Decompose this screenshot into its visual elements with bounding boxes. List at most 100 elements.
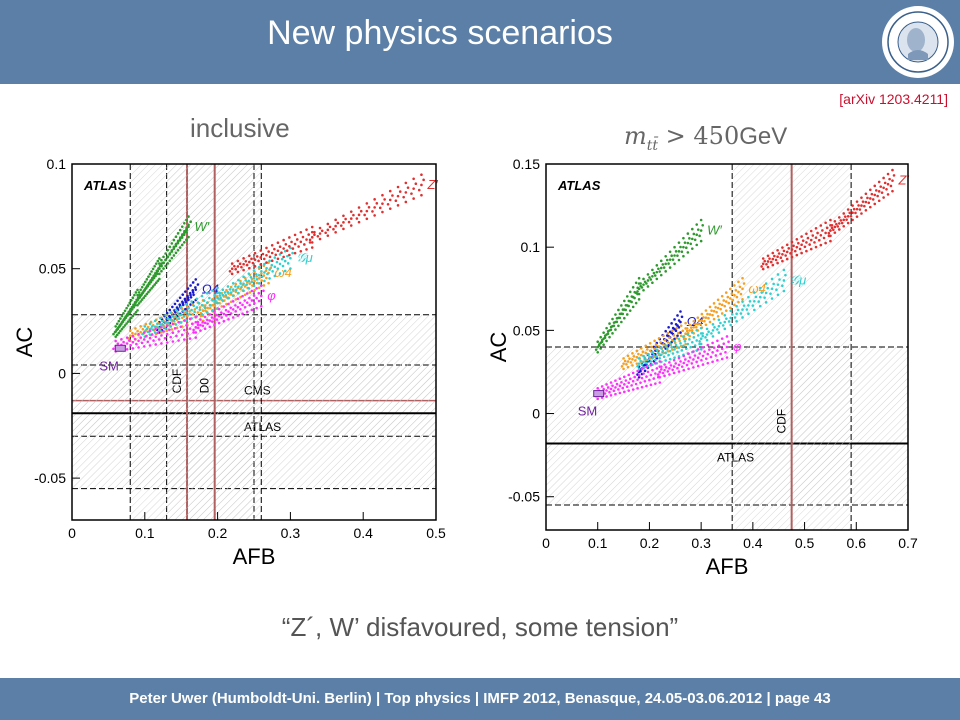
series-point xyxy=(851,211,854,215)
series-point xyxy=(326,228,330,232)
series-point xyxy=(646,285,650,288)
series-point xyxy=(655,355,659,358)
series-point xyxy=(662,343,665,346)
series-point xyxy=(263,271,266,274)
series-point xyxy=(699,322,702,326)
series-point xyxy=(131,340,135,344)
series-point xyxy=(221,299,225,302)
series-point xyxy=(654,343,658,347)
series-point xyxy=(255,275,259,278)
series-point xyxy=(145,278,149,281)
series-point xyxy=(690,247,694,250)
series-point xyxy=(663,374,666,378)
series-point xyxy=(242,275,245,279)
series-point xyxy=(267,281,270,285)
series-point xyxy=(131,296,135,299)
series-point xyxy=(693,238,697,242)
series-point xyxy=(248,296,251,300)
series-point xyxy=(114,325,117,328)
measurement-band xyxy=(130,164,262,520)
series-point xyxy=(723,327,727,331)
series-point xyxy=(259,304,263,308)
series-point xyxy=(621,312,625,316)
series-point xyxy=(316,235,320,238)
series-point xyxy=(138,295,142,298)
series-point xyxy=(771,257,775,261)
series-point xyxy=(116,342,120,345)
series-point xyxy=(839,219,843,222)
conclusion-text: “Z´, W’ disfavoured, some tension” xyxy=(281,612,679,642)
series-point xyxy=(661,371,665,375)
series-point xyxy=(883,181,887,185)
series-point xyxy=(196,320,200,324)
series-point xyxy=(352,213,355,217)
series-point xyxy=(679,320,682,324)
series-point xyxy=(690,237,694,241)
series-point xyxy=(873,202,877,206)
series-point xyxy=(128,318,132,322)
series-point xyxy=(301,235,305,239)
series-point xyxy=(666,349,670,353)
series-point xyxy=(673,254,676,257)
series-point xyxy=(777,252,781,255)
series-point xyxy=(168,316,172,319)
series-point xyxy=(842,218,846,222)
x-tick-label: 0.5 xyxy=(426,525,446,541)
series-point xyxy=(770,277,774,281)
series-point xyxy=(729,309,732,313)
series-point xyxy=(175,334,178,338)
series-point xyxy=(720,303,724,307)
series-point xyxy=(674,343,678,347)
series-point xyxy=(245,301,249,304)
series-point xyxy=(599,335,602,339)
series-point xyxy=(295,238,299,241)
series-point xyxy=(347,220,351,224)
series-point xyxy=(741,298,744,301)
series-point xyxy=(281,264,285,268)
series-point xyxy=(257,282,261,285)
arxiv-reference: [arXiv 1203.4211] xyxy=(839,91,948,107)
series-point xyxy=(139,300,142,303)
series-point xyxy=(192,328,195,332)
series-point xyxy=(239,282,242,285)
series-point xyxy=(776,248,779,252)
series-point xyxy=(234,304,237,307)
series-point xyxy=(711,323,715,326)
series-point xyxy=(614,386,617,389)
y-axis-label: AC xyxy=(12,327,37,358)
series-point xyxy=(790,248,794,251)
series-point xyxy=(240,265,243,269)
series-point xyxy=(687,359,690,363)
series-point xyxy=(617,308,620,312)
series-point xyxy=(711,329,715,332)
series-point xyxy=(131,314,135,318)
series-point xyxy=(763,259,767,263)
series-point xyxy=(666,331,670,335)
series-point xyxy=(203,306,207,309)
series-point xyxy=(357,213,361,217)
series-point xyxy=(875,189,878,192)
series-point xyxy=(150,287,153,290)
x-tick-label: 0.2 xyxy=(208,525,228,541)
series-point xyxy=(739,312,743,315)
series-point xyxy=(291,247,295,250)
series-point xyxy=(178,296,182,300)
series-point xyxy=(671,338,674,342)
series-point xyxy=(667,353,670,357)
series-point xyxy=(688,338,691,341)
series-point xyxy=(650,345,654,349)
series-point xyxy=(178,239,182,242)
series-point xyxy=(701,363,705,366)
series-point xyxy=(131,331,134,335)
y-tick-label: 0.15 xyxy=(513,156,540,172)
series-point xyxy=(688,237,691,240)
x-tick-label: 0 xyxy=(68,525,76,541)
series-point xyxy=(855,215,859,218)
series-point xyxy=(174,251,178,255)
series-point xyxy=(137,302,141,305)
series-point xyxy=(719,352,722,356)
series-point xyxy=(169,335,172,339)
series-point xyxy=(122,312,125,315)
series-point xyxy=(637,352,640,356)
series-point xyxy=(668,266,672,269)
